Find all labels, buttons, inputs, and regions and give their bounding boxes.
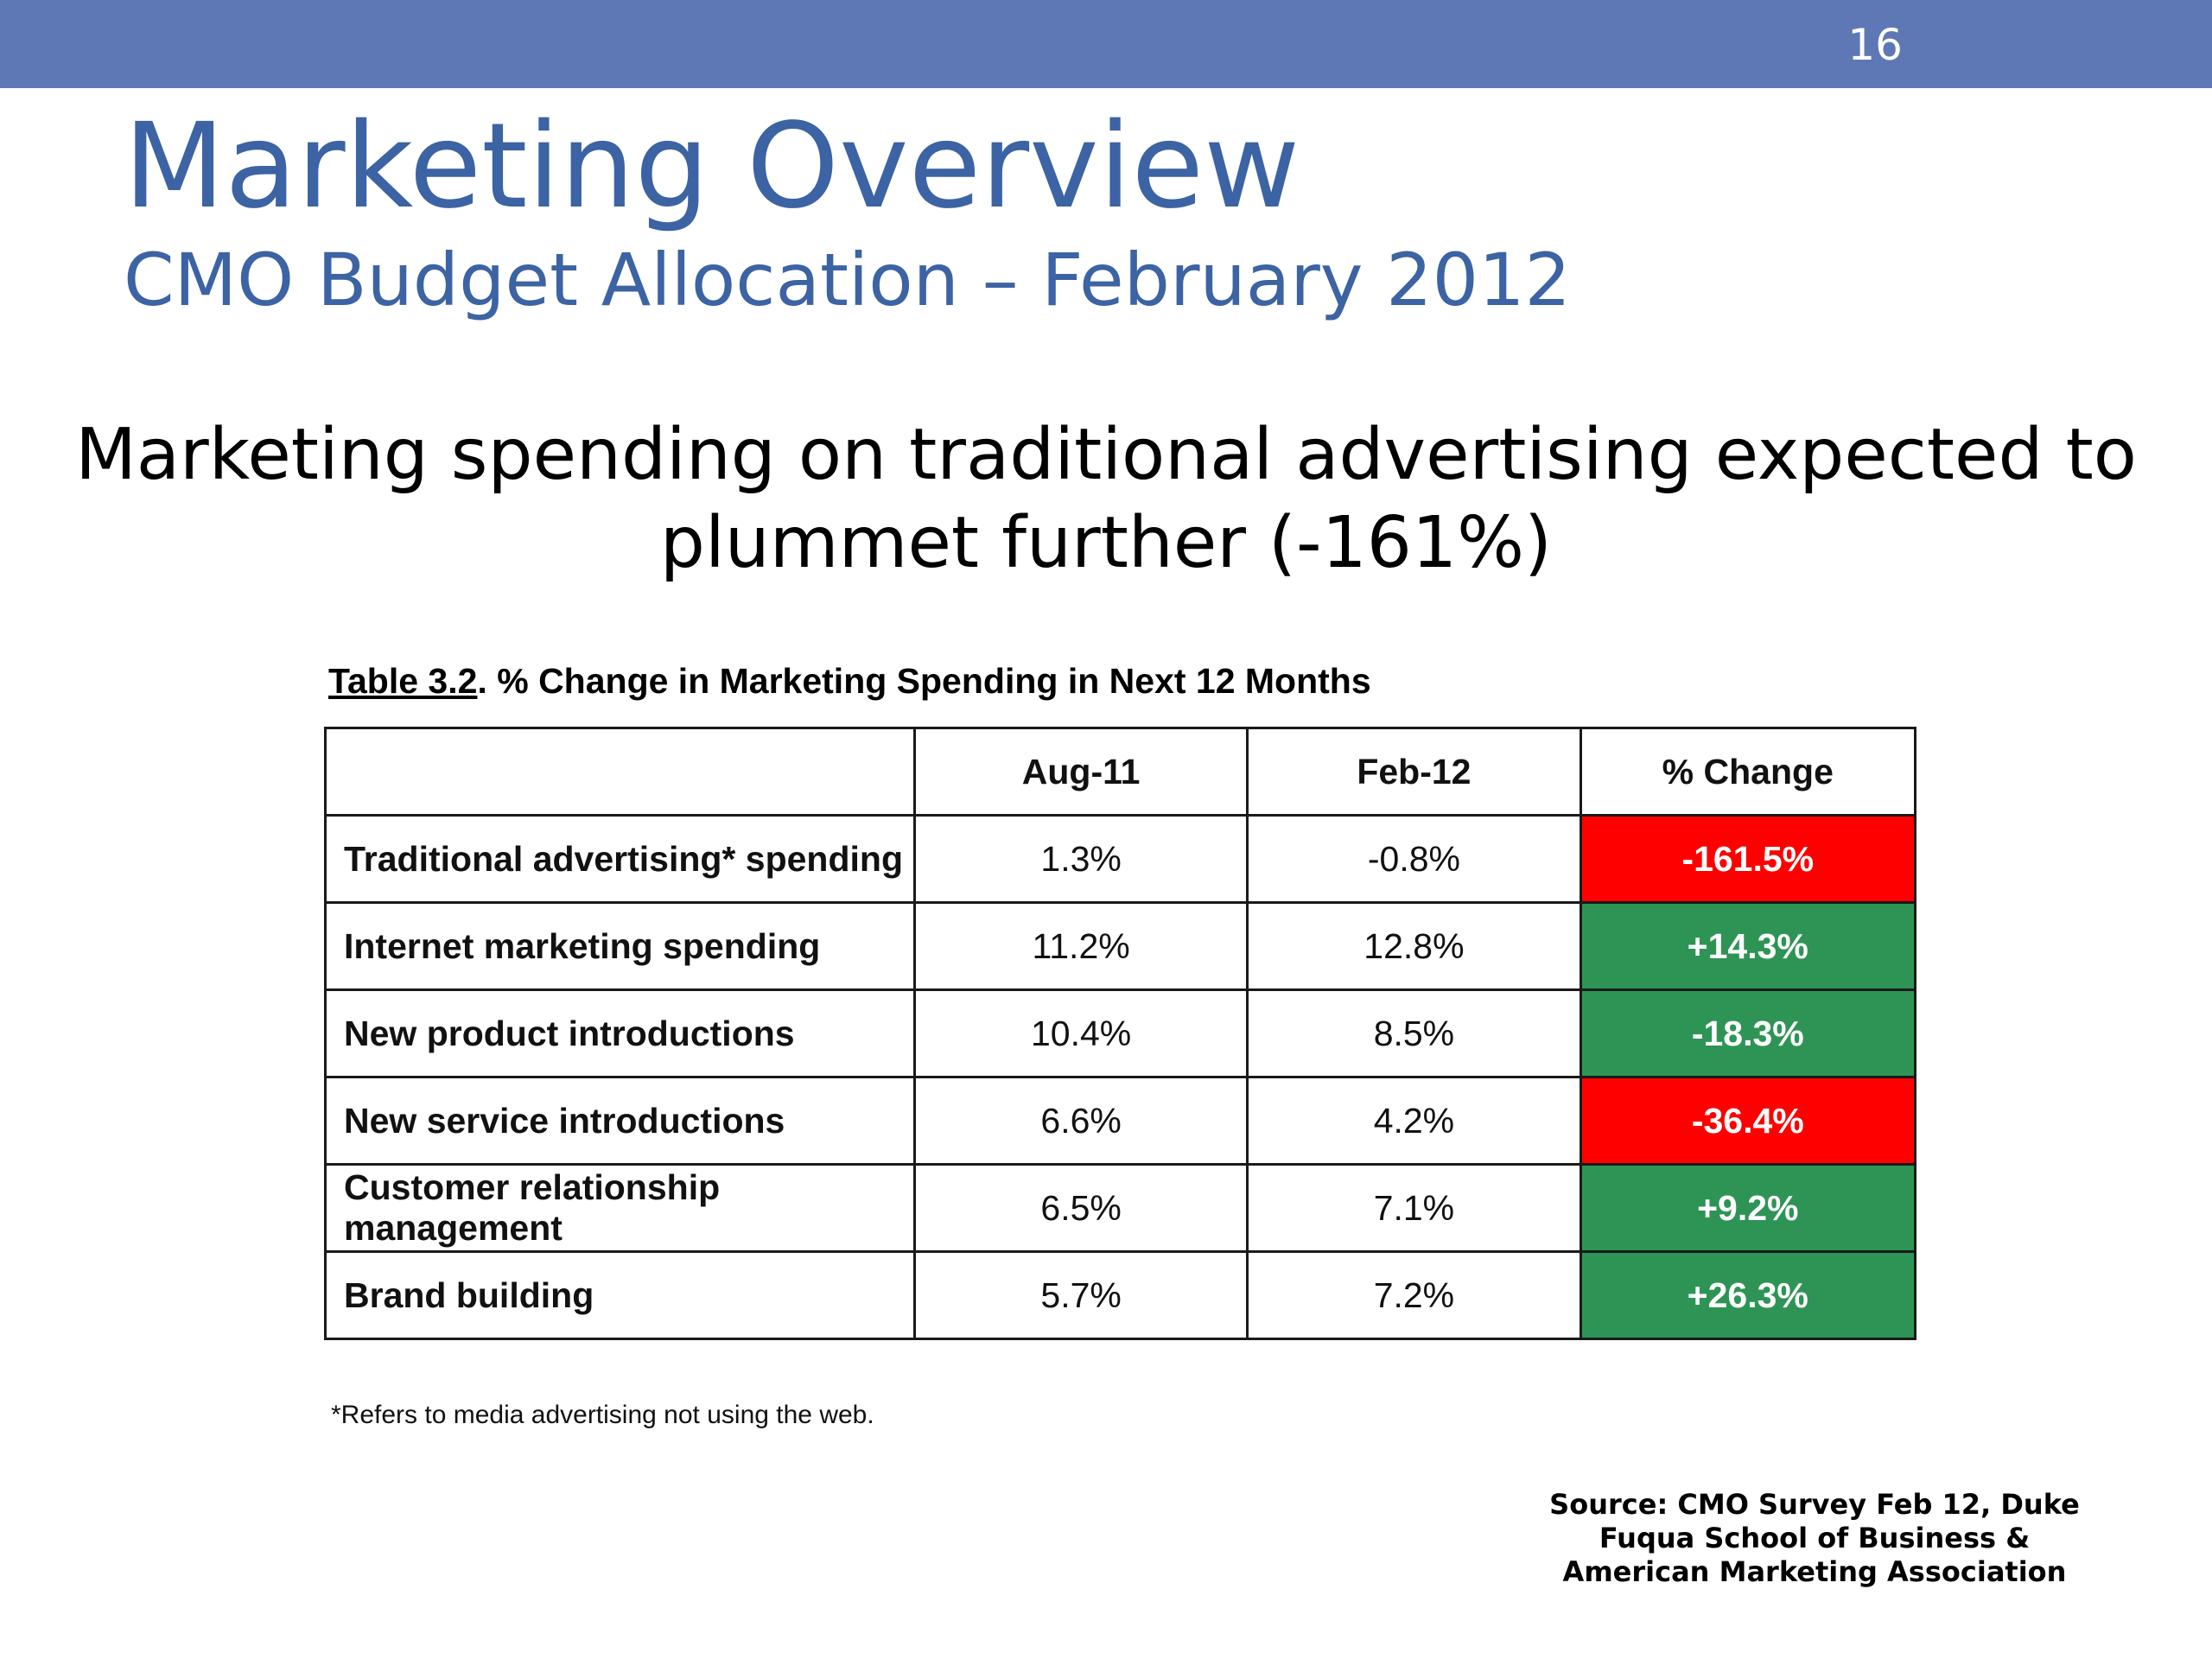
slide-subtitle: CMO Budget Allocation – February 2012 [124,238,1571,322]
table-row: Customer relationship management 6.5% 7.… [324,1163,1917,1253]
percent-change-value: +9.2% [1579,1163,1917,1253]
row-label: Brand building [324,1250,916,1340]
row-label: Traditional advertising* spending [324,814,916,904]
percent-change-value: +14.3% [1579,901,1917,991]
percent-change-value: -161.5% [1579,814,1917,904]
percent-change-value: -36.4% [1579,1076,1917,1166]
table-caption-label: Table 3.2 [328,661,478,701]
table-row: Internet marketing spending 11.2% 12.8% … [324,901,1917,991]
percent-change-value: -18.3% [1579,988,1917,1078]
table-caption-text: . % Change in Marketing Spending in Next… [477,661,1371,701]
feb-12-value: -0.8% [1246,814,1582,904]
row-label: Customer relationship management [324,1163,916,1253]
header-bar: 16 [0,0,2212,88]
row-label: New service introductions [324,1076,916,1166]
headline-statement: Marketing spending on traditional advert… [75,414,2137,584]
aug-11-value: 1.3% [912,814,1249,904]
table-footnote: *Refers to media advertising not using t… [331,1401,874,1429]
table-row: New product introductions 10.4% 8.5% -18… [324,988,1917,1078]
feb-12-value: 7.2% [1246,1250,1582,1340]
aug-11-value: 5.7% [912,1250,1249,1340]
feb-12-value: 8.5% [1246,988,1582,1078]
header-feb-12: Feb-12 [1246,727,1582,817]
aug-11-value: 11.2% [912,901,1249,991]
slide-number: 16 [1847,20,1903,70]
row-label: Internet marketing spending [324,901,916,991]
table-row: Brand building 5.7% 7.2% +26.3% [324,1250,1917,1340]
table-row: Traditional advertising* spending 1.3% -… [324,814,1917,904]
aug-11-value: 10.4% [912,988,1249,1078]
row-label: New product introductions [324,988,916,1078]
header-aug-11: Aug-11 [912,727,1249,817]
table-header-row: Aug-11 Feb-12 % Change [324,727,1917,817]
slide-title: Marketing Overview [124,99,1300,235]
table-row: New service introductions 6.6% 4.2% -36.… [324,1076,1917,1166]
feb-12-value: 4.2% [1246,1076,1582,1166]
aug-11-value: 6.5% [912,1163,1249,1253]
source-citation: Source: CMO Survey Feb 12, Duke Fuqua Sc… [1549,1488,2080,1588]
marketing-spending-table: Aug-11 Feb-12 % Change Traditional adver… [324,727,1917,1340]
percent-change-value: +26.3% [1579,1250,1917,1340]
header-blank [324,727,916,817]
feb-12-value: 12.8% [1246,901,1582,991]
header-percent-change: % Change [1579,727,1917,817]
table-caption: Table 3.2. % Change in Marketing Spendin… [328,655,1371,707]
aug-11-value: 6.6% [912,1076,1249,1166]
feb-12-value: 7.1% [1246,1163,1582,1253]
